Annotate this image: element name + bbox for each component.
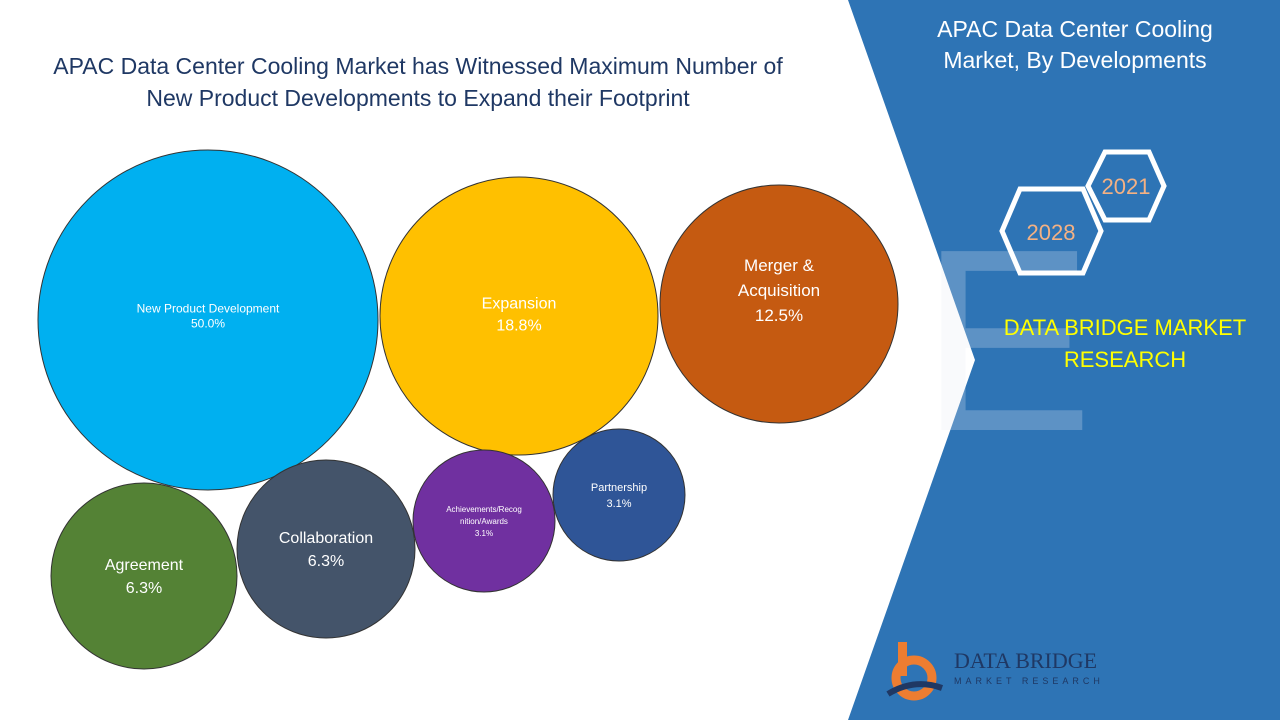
bubble-name-label: Collaboration [279, 530, 373, 547]
bubble-2: Expansion 18.8% [379, 176, 659, 456]
bubble-name-label: Expansion [482, 296, 557, 313]
brand-line-1: DATA BRIDGE MARKET [1003, 315, 1247, 340]
bubble-value-label: 3.1% [475, 529, 493, 538]
hexagon-2028 [999, 186, 1104, 276]
panel-title: APAC Data Center Cooling Market, By Deve… [905, 14, 1245, 76]
bubble-3: Merger & Acquisition 12.5% [659, 184, 899, 424]
bubble-name-label: nition/Awards [460, 517, 508, 526]
bubble-name-label: Acquisition [738, 281, 820, 300]
bubble-value-label: 18.8% [496, 318, 541, 335]
panel-title-line-1: APAC Data Center Cooling [937, 16, 1213, 42]
bubble-7: Partnership 3.1% [552, 428, 686, 562]
logo-subtitle: MARKET RESEARCH [954, 676, 1104, 686]
year-2028: 2028 [1026, 220, 1076, 245]
panel-background [848, 0, 1280, 720]
bubble-name-label: Partnership [591, 482, 647, 494]
bubble-name-label: Agreement [105, 557, 184, 574]
bubble-circle [659, 184, 899, 424]
bubble-name-label: New Product Development [137, 302, 280, 316]
logo-name: DATA BRIDGE [954, 648, 1098, 673]
bubble-circle [236, 459, 416, 639]
bubble-name-label: Merger & [744, 256, 815, 275]
chart-title-line-1: APAC Data Center Cooling Market has Witn… [53, 53, 783, 79]
bubble-value-label: 6.3% [308, 553, 344, 570]
bubble-circle [412, 449, 556, 593]
bubble-5: Collaboration 6.3% [236, 459, 416, 639]
bubble-circle [37, 149, 379, 491]
bubble-value-label: 50.0% [191, 317, 225, 331]
bubble-value-label: 3.1% [606, 498, 631, 510]
bubble-circle [552, 428, 686, 562]
bubble-name-label: Achievements/Recog [446, 505, 522, 514]
brand-text: DATA BRIDGE MARKET RESEARCH [985, 312, 1265, 376]
panel-title-line-2: Market, By Developments [943, 47, 1207, 73]
bubble-4: Agreement 6.3% [50, 482, 238, 670]
bubble-circle [50, 482, 238, 670]
bubble-value-label: 12.5% [755, 306, 803, 325]
bubble-circle [379, 176, 659, 456]
logo-mark-icon [886, 642, 944, 701]
chart-title-line-2: New Product Developments to Expand their… [146, 85, 690, 111]
brand-line-2: RESEARCH [1063, 347, 1187, 372]
chart-title: APAC Data Center Cooling Market has Witn… [18, 50, 818, 114]
company-logo: DATA BRIDGE MARKET RESEARCH [884, 640, 1104, 704]
bubble-6: Achievements/Recog nition/Awards 3.1% [412, 449, 556, 593]
year-2021: 2021 [1101, 174, 1151, 199]
hexagon-2021 [1085, 149, 1167, 223]
bubble-value-label: 6.3% [126, 580, 162, 597]
